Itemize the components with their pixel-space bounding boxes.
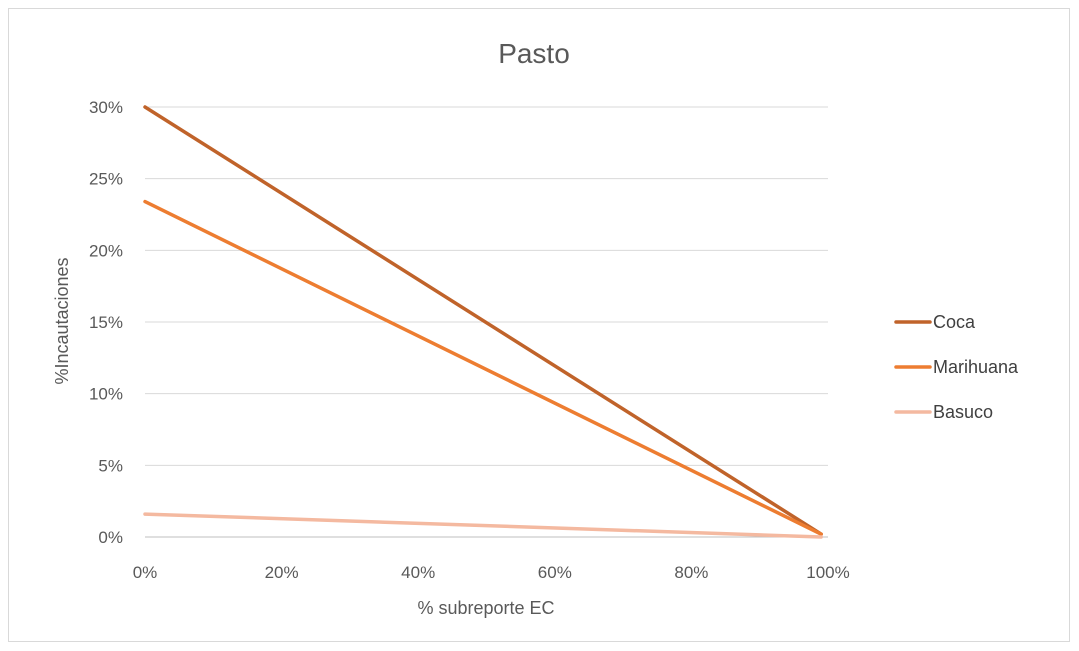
y-tick-label: 30%	[89, 98, 123, 117]
x-tick-label: 20%	[265, 563, 299, 582]
legend-item-basuco: Basuco	[894, 402, 993, 422]
y-tick-label: 5%	[98, 456, 123, 475]
legend-label: Coca	[933, 312, 976, 332]
series-lines	[143, 105, 823, 539]
x-tick-label: 80%	[674, 563, 708, 582]
x-tick-label: 100%	[806, 563, 849, 582]
series-line-coca	[143, 105, 823, 536]
chart-title: Pasto	[498, 38, 570, 69]
y-tick-label: 10%	[89, 385, 123, 404]
y-axis-title: %Incautaciones	[52, 257, 72, 384]
legend-label: Marihuana	[933, 357, 1019, 377]
series-line-basuco	[143, 512, 823, 539]
legend: Coca Marihuana Basuco	[894, 312, 1019, 422]
y-tick-label: 25%	[89, 170, 123, 189]
y-tick-label: 20%	[89, 241, 123, 260]
series-line-marihuana	[143, 199, 823, 536]
y-tick-label: 15%	[89, 313, 123, 332]
x-axis-ticks: 0% 20% 40% 60% 80% 100%	[133, 563, 850, 582]
legend-item-coca: Coca	[894, 312, 976, 332]
chart-frame	[8, 8, 1070, 642]
x-tick-label: 40%	[401, 563, 435, 582]
x-axis-title: % subreporte EC	[417, 598, 554, 618]
x-tick-label: 60%	[538, 563, 572, 582]
legend-item-marihuana: Marihuana	[894, 357, 1019, 377]
x-tick-label: 0%	[133, 563, 158, 582]
legend-label: Basuco	[933, 402, 993, 422]
y-axis-ticks: 0% 5% 10% 15% 20% 25% 30%	[89, 98, 123, 547]
y-tick-label: 0%	[98, 528, 123, 547]
